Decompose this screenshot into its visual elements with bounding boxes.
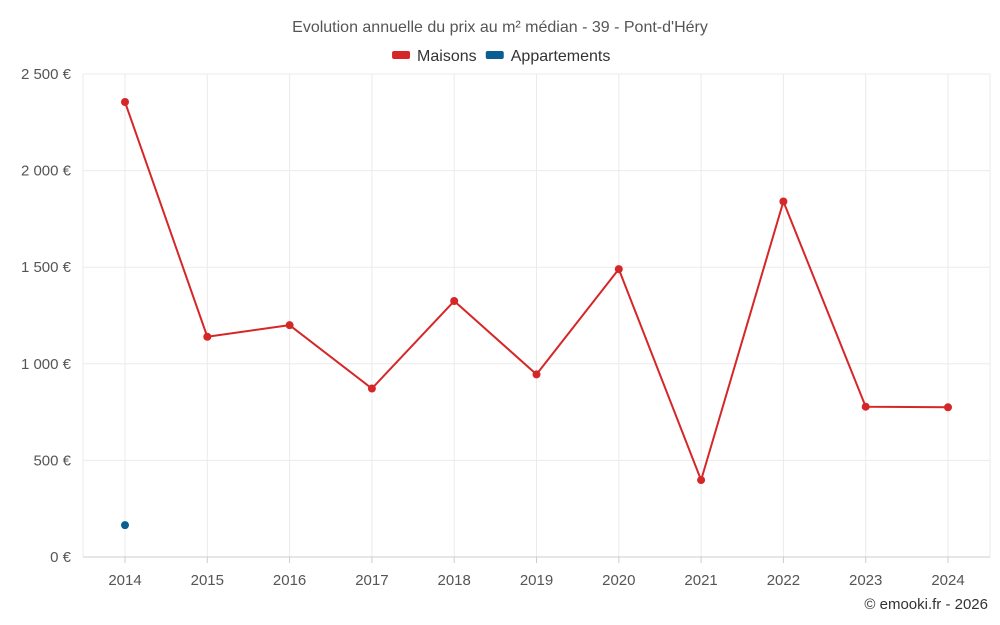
y-tick-label: 0 € bbox=[50, 549, 72, 566]
x-tick-label: 2016 bbox=[273, 572, 306, 589]
data-point[interactable] bbox=[779, 197, 788, 206]
data-point[interactable] bbox=[285, 321, 294, 330]
data-point[interactable] bbox=[697, 476, 706, 485]
x-tick-label: 2024 bbox=[931, 572, 964, 589]
legend-label: Maisons bbox=[417, 48, 477, 65]
y-tick-label: 1 500 € bbox=[21, 259, 72, 276]
x-tick-label: 2017 bbox=[355, 572, 388, 589]
axes: 0 € 500 € 1 000 € 1 500 € 2 000 € 2 500 € 2014… bbox=[21, 66, 990, 589]
legend: Maisons Appartements bbox=[392, 48, 610, 65]
data-point[interactable] bbox=[450, 297, 459, 306]
series-appartements bbox=[121, 521, 129, 530]
data-point[interactable] bbox=[614, 265, 623, 274]
data-point[interactable] bbox=[861, 402, 870, 411]
x-tick-label: 2022 bbox=[767, 572, 800, 589]
legend-swatch bbox=[392, 51, 411, 59]
data-point[interactable] bbox=[203, 332, 212, 341]
y-tick-label: 2 500 € bbox=[21, 66, 72, 83]
data-point[interactable] bbox=[121, 521, 129, 530]
x-tick-label: 2020 bbox=[602, 572, 635, 589]
y-tick-label: 1 000 € bbox=[21, 356, 72, 373]
x-tick-label: 2021 bbox=[684, 572, 717, 589]
chart-title: Evolution annuelle du prix au m² médian … bbox=[292, 19, 708, 36]
credit-text: © emooki.fr - 2026 bbox=[864, 596, 988, 613]
series-maisons bbox=[121, 98, 952, 485]
legend-label: Appartements bbox=[511, 48, 611, 65]
data-point[interactable] bbox=[367, 384, 376, 393]
x-tick-label: 2014 bbox=[108, 572, 141, 589]
data-point[interactable] bbox=[944, 403, 952, 412]
series-layer bbox=[121, 98, 952, 530]
legend-item-appartements[interactable]: Appartements bbox=[485, 48, 611, 65]
x-tick-label: 2023 bbox=[849, 572, 882, 589]
x-tick-label: 2018 bbox=[438, 572, 471, 589]
y-tick-label: 500 € bbox=[33, 452, 71, 469]
data-point[interactable] bbox=[532, 370, 541, 379]
y-tick-label: 2 000 € bbox=[21, 163, 72, 180]
data-point[interactable] bbox=[121, 98, 129, 107]
x-tick-label: 2019 bbox=[520, 572, 553, 589]
legend-swatch bbox=[485, 51, 504, 59]
legend-item-maisons[interactable]: Maisons bbox=[392, 48, 477, 65]
x-tick-label: 2015 bbox=[191, 572, 224, 589]
grid-lines bbox=[82, 73, 991, 557]
